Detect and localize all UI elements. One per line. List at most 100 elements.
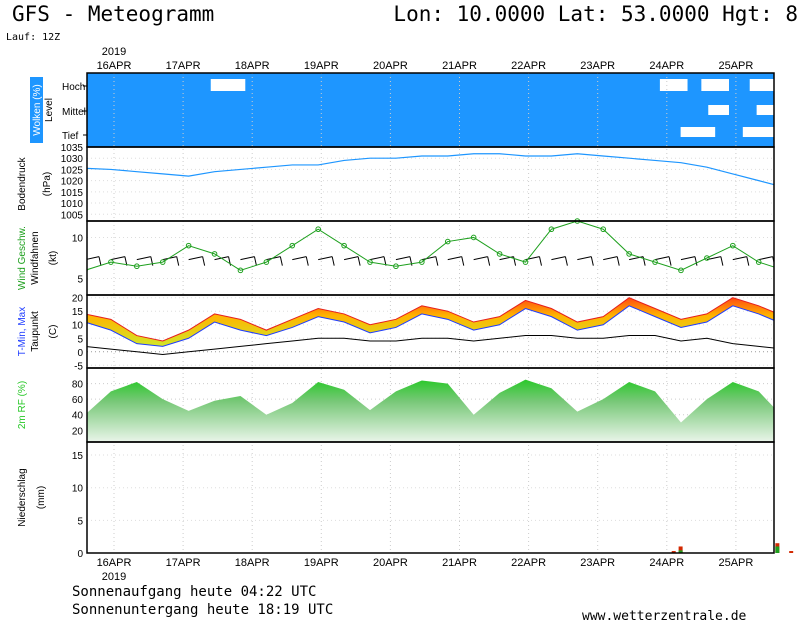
panel-label-windvanes: Windfahnen	[30, 231, 41, 284]
precip-convective-bar	[775, 546, 780, 553]
wind-barb	[551, 256, 566, 261]
y-tick-label: 10	[72, 484, 84, 495]
wind-speed-point	[341, 242, 347, 249]
panel-label-wind-group: Wind Geschw.	[17, 226, 28, 290]
y-tick-label: 1020	[61, 177, 84, 188]
y-tick-label: 1025	[61, 165, 84, 176]
wind-barb-flag	[202, 256, 206, 266]
wind-barb	[473, 256, 488, 261]
year-label-top: 2019	[102, 46, 126, 58]
x-tick-label-top: 18APR	[235, 60, 270, 72]
credit-link[interactable]: www.wetterzentrale.de	[582, 609, 747, 624]
y-tick-label: 0	[77, 348, 83, 359]
wind-barb-flag	[98, 256, 102, 266]
panel-label-clouds-bg	[30, 77, 43, 143]
wind-speed-point	[548, 226, 555, 233]
wind-speed-point	[729, 242, 736, 249]
panel-label-level-group: Level	[44, 98, 55, 122]
wind-barb-flag	[253, 256, 257, 266]
wind-speed-point	[782, 268, 787, 273]
clear-sky-patch	[680, 127, 716, 137]
clear-sky-patch	[756, 105, 774, 115]
y-tick-label: 40	[72, 411, 84, 422]
wind-speed-point	[211, 251, 218, 257]
wind-speed-point	[444, 238, 451, 245]
x-tick-label-top: 22APR	[511, 60, 546, 72]
temperature-band	[87, 297, 774, 347]
wind-barb	[343, 256, 359, 261]
y-tick-label: 1015	[61, 188, 84, 199]
wind-barb	[447, 256, 462, 261]
wind-barb	[110, 256, 125, 261]
tmax-line	[87, 297, 774, 342]
y-tick-label: 1005	[61, 210, 84, 221]
wind-barb	[680, 256, 696, 261]
y-tick-label: 5	[77, 334, 83, 345]
wind-barb-flag	[487, 256, 491, 266]
wind-speed-point	[159, 259, 166, 265]
x-tick-label-bottom: 18APR	[235, 557, 270, 569]
panel-label-wind: Wind Geschw.	[17, 226, 28, 290]
x-tick-label-top: 25APR	[718, 60, 753, 72]
clear-sky-patch	[221, 79, 246, 91]
panel-label-humidity: 2m RF (%)	[17, 381, 28, 429]
model-run-label: Lauf: 12Z	[6, 32, 61, 43]
wind-barb-flag	[668, 256, 672, 266]
wind-speed-point	[600, 226, 607, 233]
precip-bar	[789, 551, 794, 553]
panel-label-temperature-unit-group: (C)	[48, 325, 59, 339]
wind-speed-point	[263, 259, 270, 265]
wind-barb-flag	[720, 256, 724, 266]
wind-barb-flag	[435, 256, 439, 266]
wind-barb-flag	[279, 256, 283, 266]
cloud-cover-area	[87, 73, 774, 147]
wind-barb-flag	[746, 256, 750, 266]
wind-speed-point	[108, 259, 114, 265]
x-tick-label-bottom: 20APR	[373, 557, 408, 569]
wind-barb	[240, 256, 255, 261]
humidity-area	[87, 379, 774, 442]
panel-label-pressure: Bodendruck	[17, 156, 28, 210]
y-tick-label: 15	[72, 451, 84, 462]
y-tick-label: 1035	[61, 143, 84, 154]
panel-label-clouds-group: Wolken (%)	[30, 77, 43, 143]
wind-barb-flag	[461, 256, 465, 266]
x-tick-label-bottom: 17APR	[166, 557, 201, 569]
wind-barb-flag	[331, 256, 335, 266]
cloud-level-label: Hoch	[62, 82, 85, 93]
panel-label-precip-group: Niederschlag	[17, 468, 28, 526]
cloud-level-label: Mittel	[62, 107, 86, 118]
wind-barb-flag	[176, 256, 180, 266]
panel-label-dewpoint: Taupunkt	[30, 311, 41, 352]
y-tick-label: 5	[77, 516, 83, 527]
precip-bar	[671, 551, 676, 553]
x-tick-label-bottom: 21APR	[442, 557, 477, 569]
wind-barb-flag	[305, 256, 309, 266]
wind-barb	[577, 256, 592, 261]
wind-speed-point	[315, 226, 321, 233]
y-tick-label: 20	[72, 294, 84, 305]
x-tick-label-top: 16APR	[97, 60, 132, 72]
panel-label-temperature-unit: (C)	[48, 325, 59, 339]
wind-speed-point	[470, 234, 477, 241]
x-tick-label-bottom: 22APR	[511, 557, 546, 569]
y-tick-label: 20	[72, 426, 84, 437]
panel-label-pressure-unit: (hPa)	[42, 172, 53, 196]
x-tick-label-top: 21APR	[442, 60, 477, 72]
wind-barb	[369, 256, 385, 261]
wind-speed-point	[393, 263, 399, 270]
panel-label-level: Level	[44, 98, 55, 122]
sunset-text: Sonnenuntergang heute 18:19 UTC	[72, 602, 334, 618]
panel-label-temperature: T-Min, Max	[17, 307, 28, 356]
y-tick-label: 10	[72, 233, 84, 244]
panel-label-windvanes-group: Windfahnen	[30, 231, 41, 284]
x-tick-label-bottom: 16APR	[97, 557, 132, 569]
x-tick-label-top: 23APR	[580, 60, 615, 72]
sunrise-text: Sonnenaufgang heute 04:22 UTC	[72, 584, 317, 600]
dewpoint-line	[87, 335, 774, 355]
y-tick-label: 0	[77, 549, 83, 560]
tmin-line	[87, 305, 774, 347]
panel-label-clouds: Wolken (%)	[32, 84, 43, 136]
wind-barb	[758, 256, 773, 261]
wind-speed-point	[419, 259, 425, 265]
